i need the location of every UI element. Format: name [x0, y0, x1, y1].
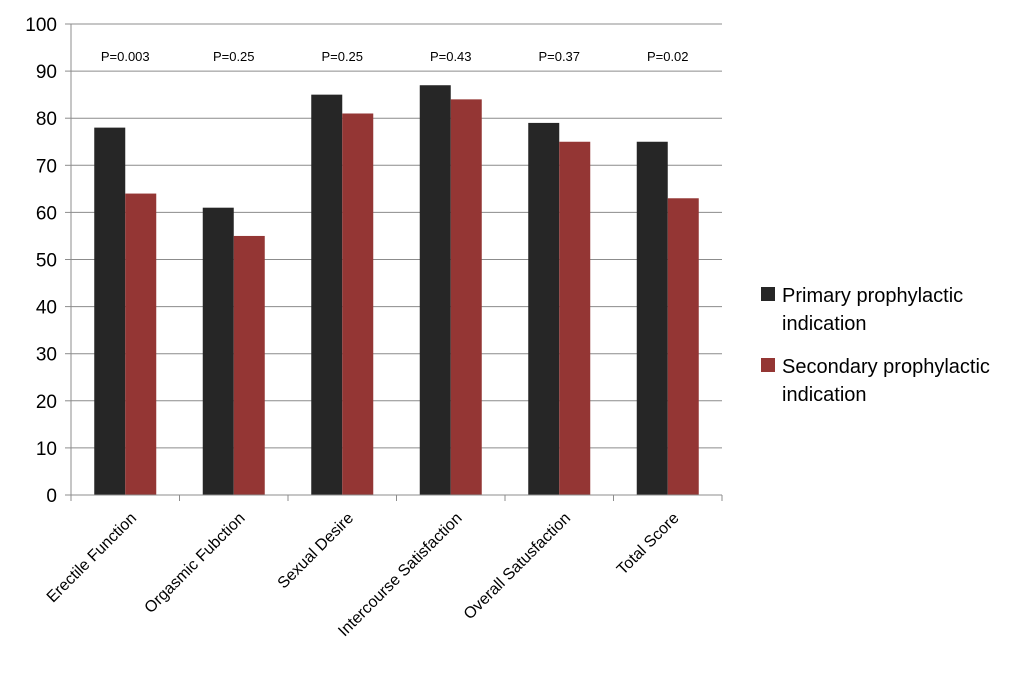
- legend: Primary prophylactic indication Secondary …: [761, 285, 990, 406]
- x-category-label: Orgasmic Fubction: [142, 510, 249, 617]
- bar-secondary: [125, 193, 157, 495]
- p-value-annotations: P=0.003 P=0.25 P=0.25 P=0.43 P=0.37 P=0.02: [101, 49, 689, 64]
- p-value-label: P=0.37: [538, 49, 580, 64]
- y-tick-label: 0: [46, 486, 57, 507]
- y-tick-label: 100: [25, 15, 57, 36]
- y-tick-label: 60: [36, 203, 57, 224]
- y-tick-label: 20: [36, 392, 57, 413]
- legend-swatch-primary: [761, 287, 775, 301]
- bar-primary: [419, 85, 451, 495]
- legend-label: Primary prophylactic: [782, 285, 963, 307]
- bar-secondary: [559, 141, 591, 495]
- p-value-label: P=0.003: [101, 49, 150, 64]
- y-tick-label: 90: [36, 62, 57, 83]
- x-category-label: Total Score: [614, 510, 683, 579]
- p-value-label: P=0.43: [430, 49, 472, 64]
- y-tick-label: 40: [36, 298, 57, 319]
- x-category-label: Overall Satusfaction: [461, 510, 574, 623]
- bar-primary: [528, 122, 560, 495]
- bar-secondary: [342, 113, 374, 496]
- bars: [94, 85, 699, 496]
- gridlines: [71, 23, 722, 449]
- legend-swatch-secondary: [761, 358, 775, 372]
- legend-label: indication: [782, 384, 867, 406]
- y-tick-label: 80: [36, 109, 57, 130]
- bar-primary: [311, 94, 343, 496]
- bar-primary: [202, 207, 234, 495]
- y-tick-label: 50: [36, 251, 57, 272]
- legend-label: Secondary prophylactic: [782, 356, 990, 378]
- bar-secondary: [233, 235, 265, 495]
- y-tick-label: 30: [36, 345, 57, 366]
- x-category-label: Sexual Desire: [275, 510, 358, 593]
- p-value-label: P=0.02: [647, 49, 689, 64]
- x-category-label: Intercourse Satisfaction: [335, 510, 465, 640]
- p-value-label: P=0.25: [213, 49, 255, 64]
- y-tick-label: 70: [36, 156, 57, 177]
- bar-secondary: [667, 198, 699, 495]
- legend-label: indication: [782, 313, 867, 335]
- bar-primary: [636, 141, 668, 495]
- bar-secondary: [450, 99, 482, 496]
- y-tick-label: 10: [36, 439, 57, 460]
- bar-primary: [94, 127, 126, 496]
- p-value-label: P=0.25: [321, 49, 363, 64]
- x-category-label: Erectile Function: [44, 510, 140, 606]
